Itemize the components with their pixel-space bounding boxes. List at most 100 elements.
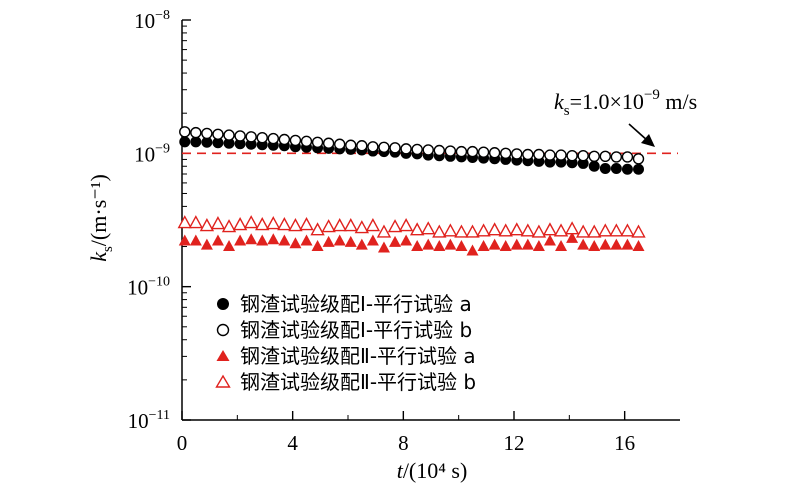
data-point-open-triangle: [520, 223, 536, 237]
data-point-open-circle: [477, 146, 490, 158]
x-axis-var: t: [397, 458, 404, 483]
x-axis-title: t/(10⁴ s): [397, 458, 468, 483]
data-point-open-circle: [256, 131, 268, 144]
data-point-filled-triangle: [566, 231, 579, 243]
data-point-open-triangle: [465, 224, 480, 238]
data-point-filled-triangle: [400, 234, 413, 246]
data-point-open-circle: [400, 143, 412, 155]
legend: 钢渣试验级配Ⅰ-平行试验 a 钢渣试验级配Ⅰ-平行试验 b 钢渣试验级配Ⅱ-平行…: [215, 292, 476, 394]
data-point-open-circle: [300, 135, 313, 148]
data-point-filled-triangle: [389, 235, 402, 247]
data-point-filled-triangle: [599, 238, 612, 250]
data-point-open-triangle: [575, 224, 591, 238]
data-point-open-circle: [245, 131, 257, 143]
data-point-filled-triangle: [444, 238, 457, 250]
data-points: [177, 126, 646, 256]
data-point-open-triangle: [210, 216, 226, 230]
data-point-open-circle: [533, 148, 545, 161]
x-tick-label: 0: [177, 431, 188, 455]
legend-label: 钢渣试验级配Ⅱ-平行试验 b: [240, 370, 476, 394]
data-point-open-circle: [632, 153, 645, 165]
data-point-open-circle: [278, 133, 291, 146]
data-point-filled-triangle: [278, 234, 291, 246]
data-point-open-triangle: [288, 218, 303, 232]
data-point-open-circle: [444, 145, 457, 157]
data-point-open-circle: [522, 148, 534, 161]
data-point-open-circle: [433, 144, 445, 157]
data-point-open-circle: [577, 149, 589, 162]
data-point-open-circle: [466, 145, 479, 158]
data-point-open-circle: [289, 134, 302, 147]
legend-item: 钢渣试验级配Ⅰ-平行试验 b: [216, 318, 472, 342]
data-point-filled-triangle: [411, 240, 424, 252]
data-point-open-triangle: [232, 217, 248, 231]
data-point-filled-triangle: [178, 234, 191, 246]
data-point-filled-triangle: [223, 240, 236, 252]
data-point-filled-triangle: [577, 238, 590, 250]
data-point-open-circle: [389, 142, 401, 154]
data-point-filled-circle: [223, 137, 235, 149]
legend-item: 钢渣试验级配Ⅰ-平行试验 a: [217, 292, 472, 316]
series: [179, 126, 645, 165]
x-tick-label: 12: [504, 431, 525, 455]
y-tick-base: 10: [134, 9, 155, 33]
data-point-open-triangle: [310, 222, 325, 236]
y-axis-var: k: [86, 251, 111, 262]
data-point-filled-triangle: [588, 240, 601, 252]
x-tick-labels: 0 4 8 12 16: [177, 431, 635, 455]
data-point-open-triangle: [609, 223, 624, 237]
data-point-open-triangle: [277, 217, 292, 231]
data-point-open-triangle: [188, 215, 204, 229]
data-point-filled-triangle: [455, 240, 468, 252]
data-point-open-circle: [500, 147, 512, 160]
data-point-filled-circle: [610, 162, 622, 174]
legend-item: 钢渣试验级配Ⅱ-平行试验 b: [215, 370, 476, 394]
data-point-open-circle: [190, 126, 202, 139]
data-point-filled-triangle: [532, 240, 545, 252]
data-point-filled-triangle: [311, 240, 324, 252]
data-point-open-triangle: [387, 219, 403, 233]
data-point-open-circle: [356, 140, 368, 152]
y-tick-labels: 10−11 10−10 10−9 10−8: [127, 8, 170, 433]
data-point-open-triangle: [332, 218, 347, 232]
data-point-open-circle: [234, 130, 246, 142]
data-point-open-circle: [422, 144, 434, 156]
data-point-open-circle: [599, 150, 611, 163]
data-point-open-triangle: [365, 218, 381, 232]
y-tick-label: 10−8: [134, 8, 170, 33]
y-tick-exp: −10: [148, 275, 170, 290]
data-point-open-triangle: [454, 224, 469, 238]
data-point-filled-circle: [212, 137, 224, 149]
data-point-open-triangle: [564, 221, 580, 235]
series: [177, 215, 646, 238]
data-point-open-triangle: [553, 223, 569, 237]
data-point-open-triangle: [343, 218, 358, 232]
reference-arrow-shaft: [628, 123, 649, 142]
data-point-open-circle: [322, 137, 335, 149]
data-point-open-circle: [455, 145, 468, 158]
data-point-filled-triangle: [466, 244, 479, 256]
reference-label-exp: −9: [644, 87, 660, 103]
data-point-filled-triangle: [355, 238, 368, 250]
data-point-open-triangle: [221, 219, 237, 233]
data-point-open-triangle: [321, 219, 336, 233]
data-point-filled-circle: [588, 160, 600, 172]
y-tick-base: 10: [128, 409, 149, 433]
y-tick-exp: −9: [155, 141, 170, 156]
data-point-open-triangle: [354, 220, 370, 234]
legend-marker-filled-circle: [217, 298, 229, 310]
data-point-open-triangle: [398, 218, 414, 232]
data-point-open-triangle: [421, 221, 436, 235]
data-point-filled-circle: [621, 163, 633, 175]
data-point-filled-triangle: [521, 238, 534, 250]
y-axis-unit: /(m·s⁻¹): [86, 174, 111, 246]
reference-label-var: k: [554, 89, 565, 114]
data-point-open-triangle: [631, 224, 646, 238]
data-point-filled-triangle: [333, 234, 346, 246]
data-point-filled-triangle: [632, 240, 645, 252]
data-point-filled-triangle: [422, 238, 435, 250]
y-axis-title: ks/(m·s⁻¹): [86, 174, 116, 262]
x-ticks: [181, 411, 626, 420]
data-point-open-triangle: [443, 223, 458, 237]
